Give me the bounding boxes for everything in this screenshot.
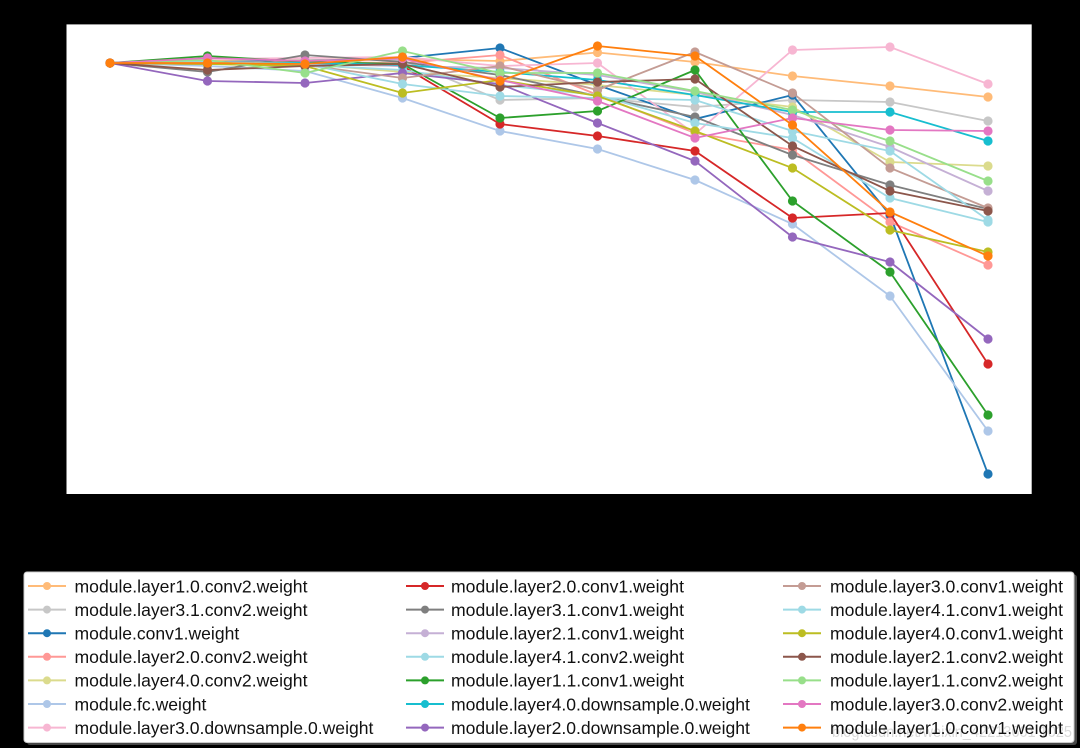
- svg-text:module.layer3.0.conv1.weight: module.layer3.0.conv1.weight: [830, 576, 1063, 596]
- svg-text:module.layer4.1.conv1.weight: module.layer4.1.conv1.weight: [830, 600, 1063, 620]
- svg-text:module.layer2.1.conv2.weight: module.layer2.1.conv2.weight: [830, 647, 1063, 667]
- svg-text:module.conv1.weight: module.conv1.weight: [75, 624, 240, 644]
- svg-text:module.layer2.0.conv1.weight: module.layer2.0.conv1.weight: [451, 576, 684, 596]
- svg-text:module.layer2.0.conv2.weight: module.layer2.0.conv2.weight: [75, 647, 308, 667]
- svg-text:module.fc.weight: module.fc.weight: [75, 694, 207, 714]
- svg-text:module.layer4.0.downsample.0.w: module.layer4.0.downsample.0.weight: [451, 694, 750, 714]
- svg-text:module.layer4.0.conv1.weight: module.layer4.0.conv1.weight: [830, 624, 1063, 644]
- svg-text:module.layer1.1.conv2.weight: module.layer1.1.conv2.weight: [830, 671, 1063, 691]
- svg-text:module.layer3.0.conv2.weight: module.layer3.0.conv2.weight: [830, 694, 1063, 714]
- svg-text:module.layer3.1.conv2.weight: module.layer3.1.conv2.weight: [75, 600, 308, 620]
- svg-text:module.layer2.1.conv1.weight: module.layer2.1.conv1.weight: [451, 624, 684, 644]
- svg-text:module.layer4.1.conv2.weight: module.layer4.1.conv2.weight: [451, 647, 684, 667]
- svg-text:blog.csdn.net/weixin_42213601: blog.csdn.net/weixin_42213601 1025: [832, 724, 1072, 741]
- svg-text:module.layer1.0.conv1.weight: module.layer1.0.conv1.weight: [830, 718, 1063, 738]
- svg-text:module.layer1.1.conv1.weight: module.layer1.1.conv1.weight: [451, 671, 684, 691]
- svg-text:module.layer3.0.downsample.0.w: module.layer3.0.downsample.0.weight: [75, 718, 374, 738]
- svg-text:module.layer1.0.conv2.weight: module.layer1.0.conv2.weight: [75, 576, 308, 596]
- svg-text:module.layer3.1.conv1.weight: module.layer3.1.conv1.weight: [451, 600, 684, 620]
- svg-text:module.layer4.0.conv2.weight: module.layer4.0.conv2.weight: [75, 671, 308, 691]
- svg-text:module.layer2.0.downsample.0.w: module.layer2.0.downsample.0.weight: [451, 718, 750, 738]
